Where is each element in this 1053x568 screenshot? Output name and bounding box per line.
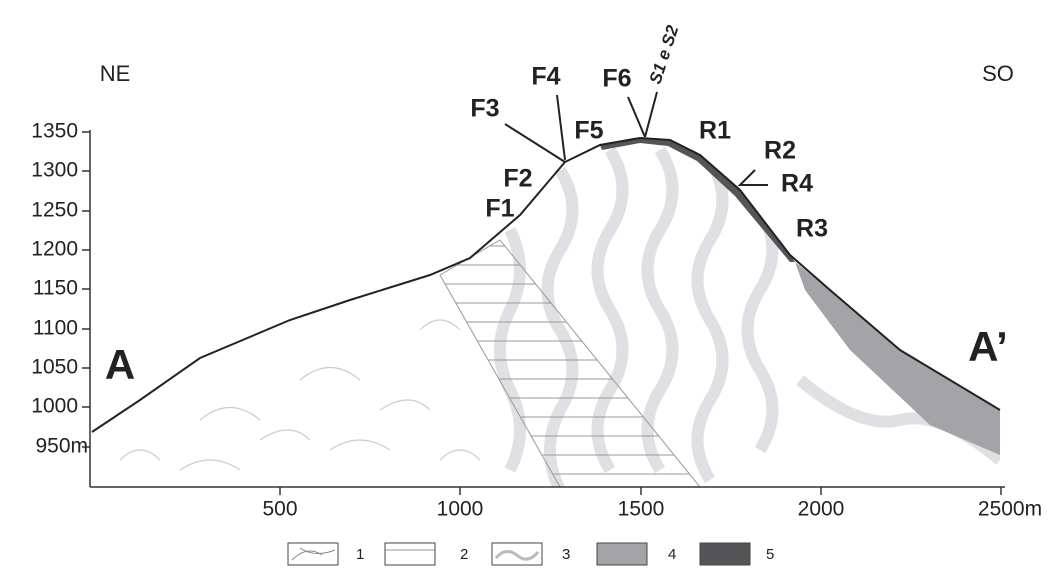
leader-lines [504, 91, 768, 186]
point-label: F6 [602, 65, 631, 93]
point-label: F1 [485, 195, 514, 223]
geology [92, 138, 1000, 487]
point-label: R2 [764, 137, 796, 165]
point-label: F3 [470, 95, 499, 123]
legend-label: 1 [356, 546, 364, 563]
point-label: R3 [796, 215, 828, 243]
legend-label: 3 [562, 546, 570, 563]
y-label: 950m [35, 435, 88, 458]
y-label: 1000 [31, 395, 78, 418]
x-label: 2500m [978, 498, 1042, 521]
y-label: 1050 [31, 356, 78, 379]
y-label: 1200 [31, 238, 78, 261]
point-label: R4 [781, 170, 813, 198]
direction-right: SO [982, 61, 1014, 86]
x-label: 1500 [618, 498, 665, 521]
surface-profile [91, 136, 1001, 433]
legend: 1 2 3 4 5 [287, 542, 774, 566]
point-label: F5 [574, 117, 603, 145]
section-start: A [105, 341, 135, 388]
point-label: R1 [699, 117, 731, 145]
x-label: 500 [262, 498, 297, 521]
section-end: A’ [968, 323, 1008, 370]
y-label: 1100 [33, 317, 78, 340]
legend-label: 4 [668, 546, 676, 563]
point-label: F4 [531, 63, 560, 91]
y-label: 1150 [33, 277, 78, 300]
x-label: 2000 [798, 498, 845, 521]
direction-left: NE [100, 61, 131, 86]
point-label: S1 e S2 [646, 22, 683, 86]
y-label: 1350 [31, 120, 78, 143]
x-label: 1000 [437, 498, 484, 521]
legend-label: 5 [766, 546, 774, 563]
legend-label: 2 [460, 546, 468, 563]
point-label: F2 [503, 165, 532, 193]
y-label: 1250 [31, 199, 78, 222]
axes [82, 130, 1005, 495]
y-label: 1300 [31, 159, 78, 182]
